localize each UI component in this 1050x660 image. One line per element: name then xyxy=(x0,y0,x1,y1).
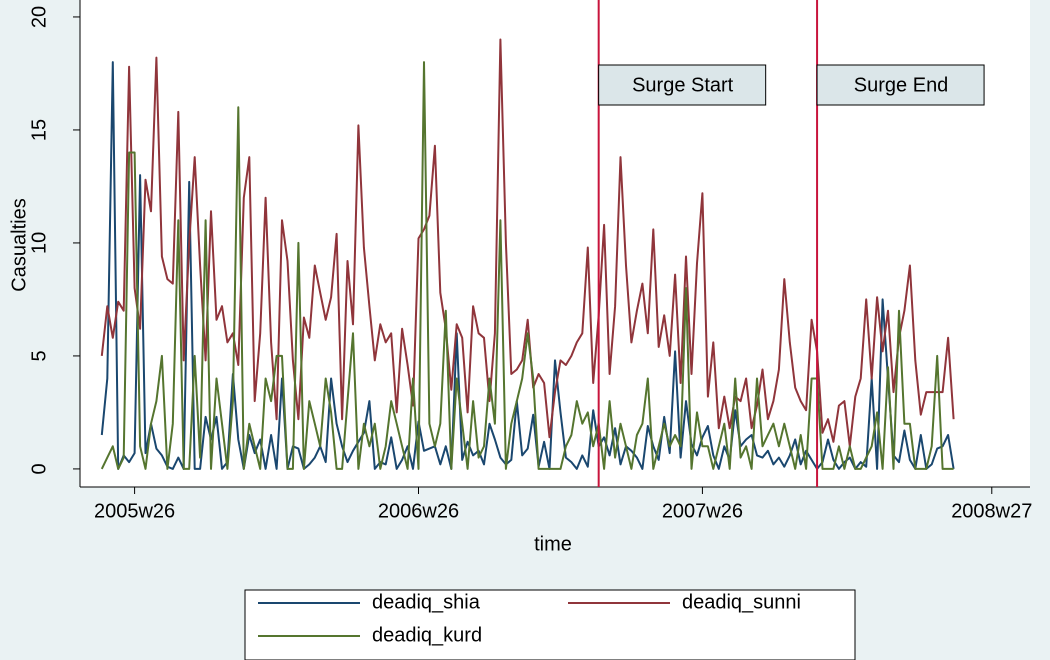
series-line xyxy=(100,61,954,470)
series-line xyxy=(100,38,955,448)
y-tick-label: 15 xyxy=(28,119,50,141)
y-axis-title: Casualties xyxy=(8,198,30,291)
x-tick-label: 2005w26 xyxy=(94,500,175,522)
legend-box xyxy=(244,589,856,660)
legend-label: deadiq_sunni xyxy=(682,591,801,613)
x-axis-title: time xyxy=(534,533,572,555)
legend-label: deadiq_shia xyxy=(372,591,481,613)
x-tick-label: 2007w26 xyxy=(662,500,743,522)
x-tick-label: 2008w27 xyxy=(951,500,1032,522)
y-tick-label: 20 xyxy=(28,6,50,28)
legend-label: deadiq_kurd xyxy=(372,624,482,646)
annotation-label: Surge End xyxy=(854,74,949,96)
annotation-label: Surge Start xyxy=(632,74,734,96)
y-tick-label: 5 xyxy=(28,350,50,361)
y-tick-label: 0 xyxy=(28,463,50,474)
annotation-box xyxy=(598,64,767,106)
y-tick-label: 10 xyxy=(28,232,50,254)
x-tick-label: 2006w26 xyxy=(378,500,459,522)
annotation-box xyxy=(816,64,985,106)
